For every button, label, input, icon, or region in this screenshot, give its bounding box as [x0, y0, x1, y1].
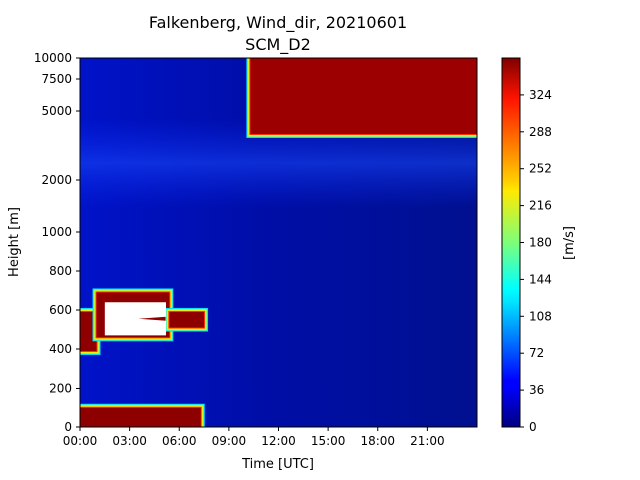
y-tick-label: 800: [49, 264, 72, 278]
colorbar-tick-label: 36: [529, 383, 544, 397]
y-tick-label: 1000: [41, 225, 72, 239]
x-tick-label: 03:00: [112, 434, 147, 448]
colorbar-tick-label: 180: [529, 236, 552, 250]
x-tick-label: 21:00: [410, 434, 445, 448]
y-tick-label: 5000: [41, 104, 72, 118]
missing-data-region-0: [104, 302, 167, 336]
y-tick-label: 2000: [41, 173, 72, 187]
x-axis: 00:00 03:00 06:00 09:00 12:00 15:00 18:00 21:00: [63, 427, 445, 448]
y-tick-label: 10000: [34, 51, 72, 65]
x-tick-label: 18:00: [360, 434, 395, 448]
y-tick-label: 0: [64, 420, 72, 434]
colorbar-tick-label: 144: [529, 272, 552, 286]
colorbar: [501, 57, 521, 428]
x-tick-label: 15:00: [311, 434, 346, 448]
y-tick-label: 7500: [41, 72, 72, 86]
colorbar-ticks: 0 36 72 108 144 180 216 252 288 324: [520, 88, 552, 434]
x-tick-label: 00:00: [63, 434, 98, 448]
heatmap-region-4: [250, 58, 477, 134]
colorbar-label: [m/s]: [562, 226, 577, 260]
x-axis-label: Time [UTC]: [241, 457, 314, 472]
heatmap-plot-area: [80, 58, 477, 427]
chart-subtitle: SCM_D2: [245, 35, 311, 55]
colorbar-tick-label: 252: [529, 162, 552, 176]
colorbar-tick-label: 288: [529, 125, 552, 139]
x-tick-label: 12:00: [261, 434, 296, 448]
heatmap-region-0: [80, 407, 201, 427]
y-tick-label: 400: [49, 342, 72, 356]
y-axis-label: Height [m]: [7, 207, 22, 277]
heatmap-region-3: [169, 311, 205, 328]
y-tick-label: 600: [49, 303, 72, 317]
colorbar-tick-label: 216: [529, 199, 552, 213]
colorbar-tick-label: 324: [529, 88, 552, 102]
colorbar-tick-label: 108: [529, 309, 552, 323]
x-tick-label: 09:00: [212, 434, 247, 448]
y-tick-label: 200: [49, 382, 72, 396]
heatmap-region-1: [80, 311, 97, 351]
colorbar-tick-label: 0: [529, 420, 537, 434]
y-axis: 0 200 400 600 800 1000 2000 5000 7500 10000: [34, 51, 80, 434]
chart-title: Falkenberg, Wind_dir, 20210601: [149, 13, 407, 33]
x-tick-label: 06:00: [162, 434, 197, 448]
colorbar-tick-label: 72: [529, 346, 544, 360]
